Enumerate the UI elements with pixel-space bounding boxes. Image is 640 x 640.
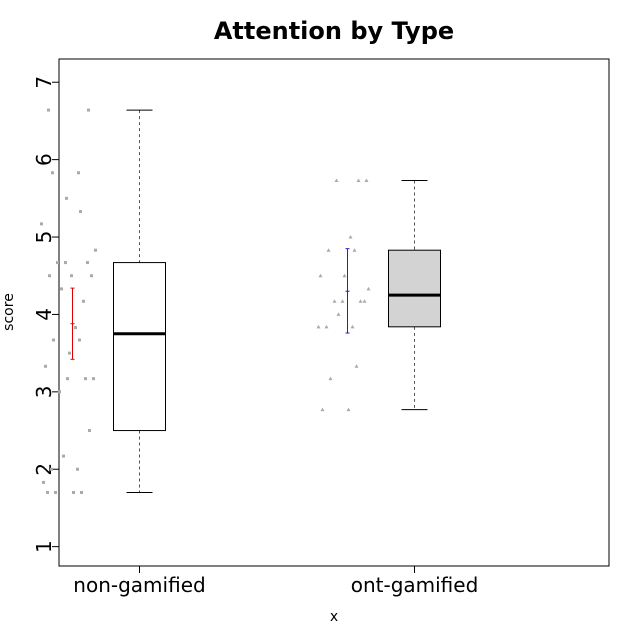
x-axis-label: x (330, 609, 338, 625)
data-point (334, 178, 339, 183)
data-point (336, 312, 341, 316)
data-point (320, 407, 325, 412)
data-point (76, 467, 79, 471)
data-point (44, 364, 47, 368)
data-point (94, 248, 97, 252)
data-point (358, 299, 363, 303)
y-axis-label: score (1, 293, 17, 331)
box-group-1 (40, 108, 166, 494)
data-point (354, 364, 359, 368)
data-point (86, 261, 89, 265)
data-point (326, 248, 331, 252)
data-point (316, 324, 321, 329)
y-tick-label: 3 (32, 385, 56, 398)
data-point (79, 209, 82, 213)
y-axis: 1 2 3 4 5 6 7 (32, 76, 59, 553)
data-point (88, 429, 91, 433)
data-point (342, 273, 347, 278)
data-point (340, 299, 345, 303)
data-point (77, 171, 80, 175)
data-point (52, 338, 55, 342)
data-point (362, 299, 367, 303)
data-point (356, 178, 361, 183)
data-point (364, 178, 369, 183)
data-point (50, 467, 53, 471)
data-point (346, 407, 351, 412)
data-point (324, 324, 329, 329)
data-point (328, 376, 333, 381)
box-group-2 (316, 178, 441, 412)
data-point (47, 108, 50, 112)
box-groups (40, 108, 441, 494)
data-point (60, 287, 63, 291)
data-point (87, 108, 90, 112)
jitter-points (40, 108, 97, 494)
error-bar (345, 248, 350, 334)
x-tick-label: non-gamified (73, 573, 205, 597)
data-point (42, 480, 45, 484)
data-point (65, 196, 68, 200)
data-point (64, 261, 67, 265)
y-tick-label: 6 (32, 153, 56, 166)
data-point (78, 338, 81, 342)
x-axis: non-gamified ont-gamified (73, 566, 478, 597)
y-tick-label: 1 (32, 540, 56, 553)
data-point (92, 377, 95, 381)
data-point (70, 274, 73, 278)
error-bar (70, 287, 75, 360)
jitter-points (316, 178, 371, 412)
data-point (62, 454, 65, 458)
data-point (84, 377, 87, 381)
iqr-box (113, 262, 166, 432)
data-point (40, 222, 43, 226)
data-point (352, 248, 357, 252)
data-point (51, 171, 54, 175)
data-point (48, 274, 51, 278)
data-point (66, 377, 69, 381)
data-point (332, 299, 337, 303)
y-tick-label: 2 (32, 463, 56, 476)
data-point (82, 299, 85, 303)
data-point (54, 490, 57, 494)
data-point (318, 273, 323, 278)
data-point (348, 235, 353, 239)
data-point (72, 490, 75, 494)
data-point (90, 274, 93, 278)
x-tick-label: ont-gamified (351, 573, 479, 597)
chart-title: Attention by Type (214, 17, 454, 45)
data-point (350, 324, 355, 329)
y-tick-label: 4 (32, 308, 56, 321)
data-point (56, 261, 59, 265)
data-point (74, 326, 77, 330)
data-point (68, 351, 71, 355)
plot-frame (58, 58, 610, 567)
data-point (80, 490, 83, 494)
y-tick-label: 7 (32, 76, 56, 89)
y-tick-label: 5 (32, 231, 56, 244)
data-point (58, 390, 61, 394)
data-point (366, 286, 371, 291)
iqr-box (388, 249, 441, 328)
data-point (46, 490, 49, 494)
